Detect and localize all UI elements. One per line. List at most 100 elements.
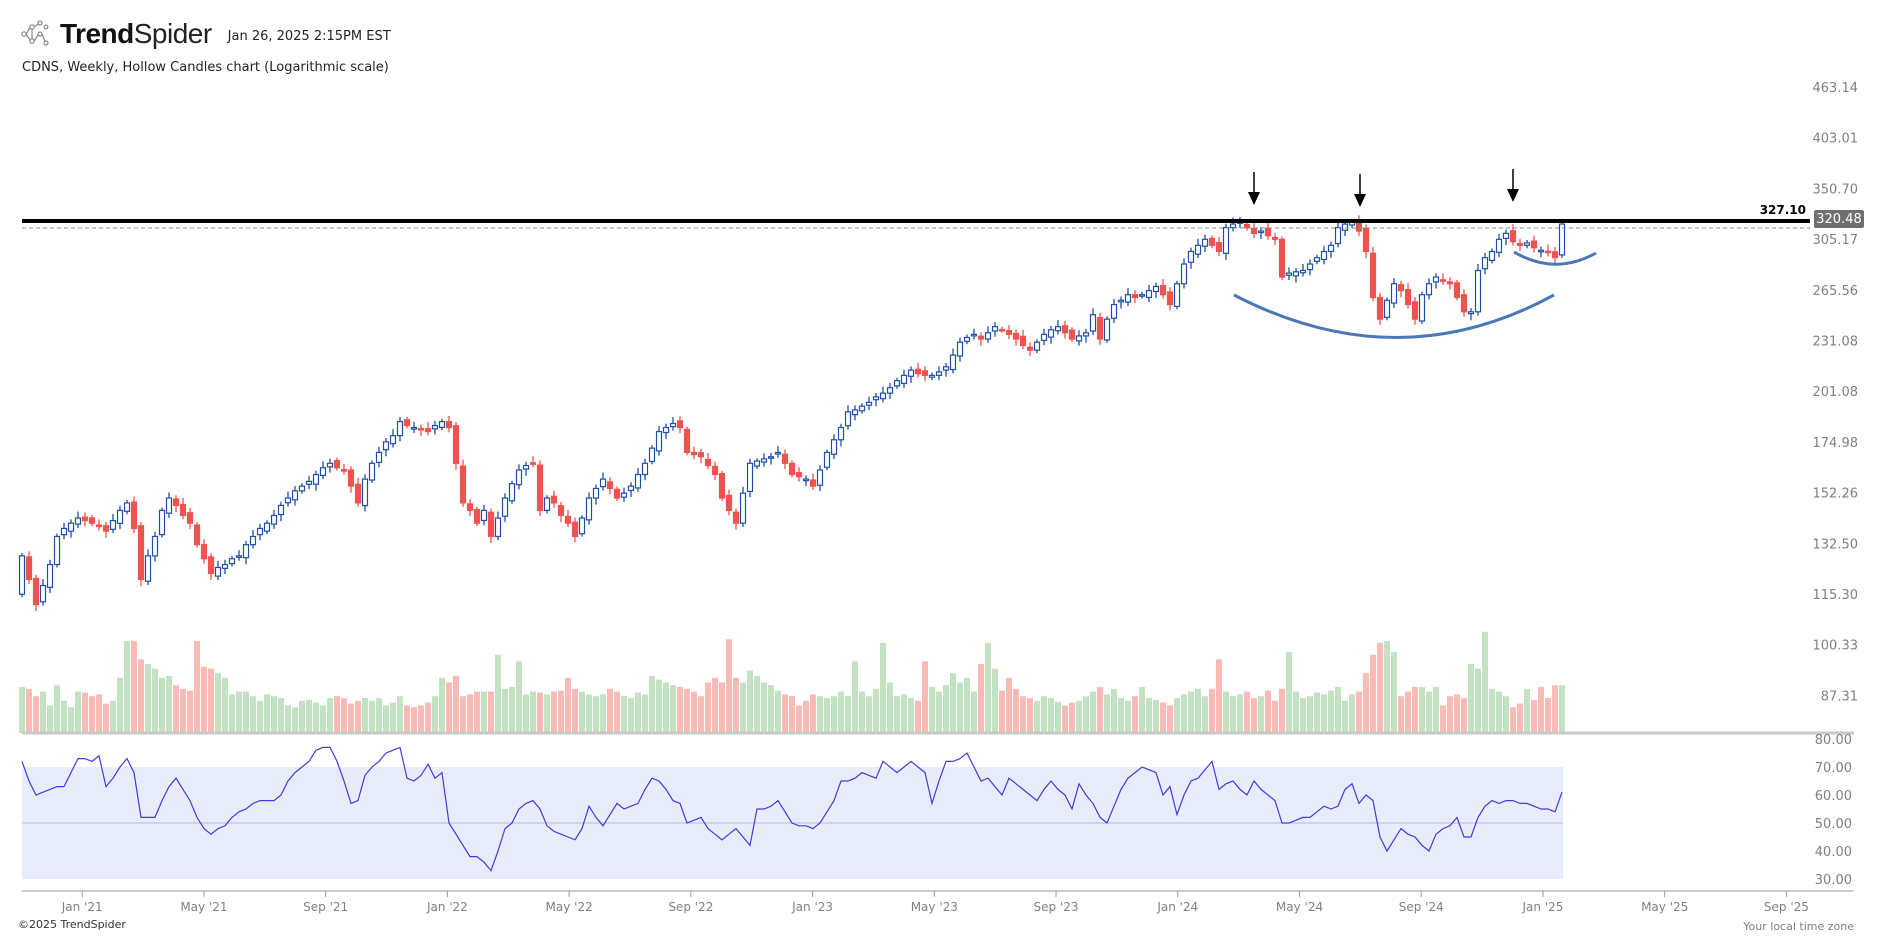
candle[interactable]	[256, 523, 264, 541]
candle[interactable]	[109, 514, 117, 534]
candle[interactable]	[620, 487, 628, 502]
candle[interactable]	[1397, 280, 1405, 298]
candle[interactable]	[1439, 273, 1447, 285]
candle[interactable]	[1411, 297, 1419, 325]
candle[interactable]	[1432, 273, 1440, 289]
candle[interactable]	[459, 459, 467, 507]
candle[interactable]	[858, 403, 866, 414]
candle[interactable]	[305, 475, 313, 490]
candle[interactable]	[123, 500, 131, 515]
candle[interactable]	[641, 458, 649, 481]
candle[interactable]	[1222, 223, 1230, 260]
candle[interactable]	[25, 551, 33, 585]
candle[interactable]	[1376, 292, 1384, 325]
candle[interactable]	[1131, 289, 1139, 304]
candle[interactable]	[683, 426, 691, 456]
candle[interactable]	[732, 508, 740, 530]
candle[interactable]	[102, 522, 110, 538]
candle[interactable]	[1026, 342, 1034, 356]
candle[interactable]	[1166, 287, 1174, 311]
candle[interactable]	[1257, 227, 1265, 240]
candle[interactable]	[998, 326, 1006, 333]
candle[interactable]	[1299, 263, 1307, 277]
candle[interactable]	[879, 386, 887, 403]
candle[interactable]	[704, 452, 712, 470]
candle[interactable]	[263, 520, 271, 535]
candle[interactable]	[914, 362, 922, 378]
candle[interactable]	[1404, 283, 1412, 309]
candle[interactable]	[67, 519, 75, 538]
candle[interactable]	[1005, 325, 1013, 340]
candle[interactable]	[1019, 329, 1027, 350]
candle[interactable]	[39, 579, 47, 606]
candle[interactable]	[536, 460, 544, 517]
candle[interactable]	[1096, 312, 1104, 345]
candle[interactable]	[1558, 221, 1566, 258]
candle[interactable]	[1061, 321, 1069, 339]
candle[interactable]	[1530, 235, 1538, 253]
candle[interactable]	[690, 446, 698, 460]
candle[interactable]	[1047, 325, 1055, 344]
candle[interactable]	[480, 504, 488, 526]
candle[interactable]	[900, 369, 908, 389]
arrow-down-icon[interactable]	[1507, 169, 1519, 202]
candle[interactable]	[298, 483, 306, 494]
candle[interactable]	[1117, 296, 1125, 309]
candle[interactable]	[1481, 252, 1489, 275]
candle[interactable]	[725, 489, 733, 516]
candle[interactable]	[1012, 329, 1020, 346]
candle[interactable]	[592, 484, 600, 505]
candle[interactable]	[389, 429, 397, 448]
candle[interactable]	[760, 453, 768, 467]
candle[interactable]	[1033, 339, 1041, 354]
candle[interactable]	[711, 461, 719, 481]
candle[interactable]	[893, 377, 901, 389]
candle[interactable]	[1488, 248, 1496, 264]
candle[interactable]	[599, 472, 607, 491]
candle[interactable]	[130, 496, 138, 534]
candle[interactable]	[837, 423, 845, 447]
candle[interactable]	[1208, 235, 1216, 249]
arrow-down-icon[interactable]	[1354, 174, 1366, 207]
candle[interactable]	[1474, 263, 1482, 316]
candle[interactable]	[1313, 254, 1321, 265]
candle[interactable]	[396, 416, 404, 442]
candle[interactable]	[116, 505, 124, 530]
candle[interactable]	[921, 366, 929, 382]
candle[interactable]	[1110, 298, 1118, 324]
candle[interactable]	[991, 321, 999, 337]
candle[interactable]	[613, 486, 621, 501]
candle[interactable]	[410, 421, 418, 434]
candle[interactable]	[515, 464, 523, 490]
candle[interactable]	[1054, 320, 1062, 335]
arrow-down-icon[interactable]	[1248, 172, 1260, 205]
candle[interactable]	[319, 461, 327, 480]
candle[interactable]	[1082, 329, 1090, 343]
candle[interactable]	[53, 533, 61, 568]
candle[interactable]	[494, 511, 502, 541]
candle[interactable]	[403, 416, 411, 429]
candle[interactable]	[1502, 229, 1510, 246]
candle[interactable]	[312, 470, 320, 491]
candle[interactable]	[844, 405, 852, 430]
candle[interactable]	[424, 422, 432, 436]
candle[interactable]	[445, 415, 453, 433]
candle[interactable]	[214, 560, 222, 580]
candle[interactable]	[1285, 267, 1293, 281]
candle[interactable]	[550, 490, 558, 508]
candle[interactable]	[375, 446, 383, 468]
candle[interactable]	[221, 559, 229, 575]
candle[interactable]	[648, 445, 656, 465]
candle[interactable]	[417, 424, 425, 437]
candle[interactable]	[60, 522, 68, 540]
candle[interactable]	[571, 517, 579, 543]
candle[interactable]	[18, 552, 26, 598]
candle[interactable]	[1215, 236, 1223, 257]
candle[interactable]	[137, 521, 145, 587]
candle[interactable]	[1180, 258, 1188, 289]
candle[interactable]	[1201, 234, 1209, 252]
candle[interactable]	[186, 508, 194, 529]
candle[interactable]	[1068, 327, 1076, 342]
candle[interactable]	[984, 326, 992, 343]
candle[interactable]	[1124, 288, 1132, 306]
